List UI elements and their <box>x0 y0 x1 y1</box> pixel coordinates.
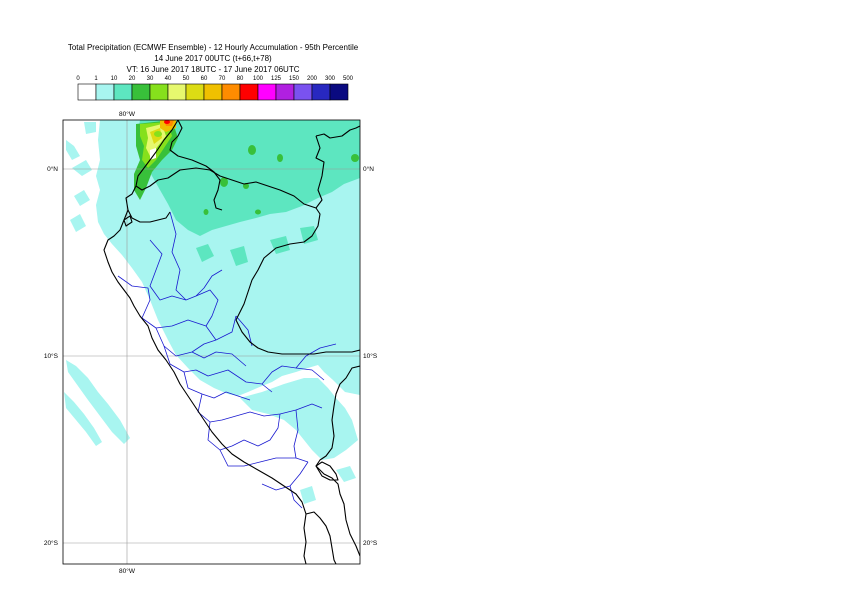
precip-patches-teal <box>196 226 318 266</box>
legend-swatch <box>329 83 349 101</box>
legend-swatch <box>221 83 241 101</box>
graticule <box>63 120 360 564</box>
map-area <box>63 120 360 564</box>
base-time: 14 June 2017 00UTC (t+66,t+78) <box>154 54 272 63</box>
legend-tick-label: 0 <box>76 76 80 82</box>
legend-tick-label: 500 <box>343 76 354 82</box>
legend-swatch <box>167 83 187 101</box>
legend-tick-label: 50 <box>183 76 190 82</box>
map-frame <box>62 119 361 565</box>
country-borders <box>103 120 360 564</box>
legend-swatch <box>149 83 169 101</box>
legend-swatch <box>275 83 295 101</box>
lat-label-right-0: 0°N <box>363 165 374 173</box>
valid-time: VT: 16 June 2017 18UTC - 17 June 2017 06… <box>126 65 300 74</box>
legend-swatch <box>239 83 259 101</box>
legend-tick-label: 300 <box>325 76 336 82</box>
precip-max-cluster <box>134 120 178 200</box>
lat-label-right-20s: 20°S <box>363 539 378 547</box>
precip-area-teal <box>136 120 360 236</box>
lon-label-top: 80°W <box>119 110 136 118</box>
legend-tick-label: 60 <box>201 76 208 82</box>
legend-tick-label: 150 <box>289 76 300 82</box>
map-title: Total Precipitation (ECMWF Ensemble) - 1… <box>67 43 359 52</box>
precipitation-legend: 0 1 10 20 30 40 50 60 70 80 100 125 150 200 300 500 <box>76 76 354 101</box>
legend-tick-label: 80 <box>237 76 244 82</box>
legend-swatch <box>113 83 133 101</box>
precip-patches-south <box>300 418 356 504</box>
precip-dots-green <box>139 145 359 215</box>
lon-label-bottom: 80°W <box>119 567 136 575</box>
legend-swatch <box>185 83 205 101</box>
admin-boundaries <box>117 211 337 509</box>
legend-swatch <box>77 83 97 101</box>
legend-tick-label: 1 <box>94 76 98 82</box>
legend-swatch <box>293 83 313 101</box>
legend-swatch <box>257 83 277 101</box>
lat-label-left-20s: 20°S <box>44 539 59 547</box>
lat-label-left-10s: 10°S <box>44 352 59 360</box>
legend-swatch <box>95 83 115 101</box>
legend-tick-label: 200 <box>307 76 318 82</box>
legend-tick-label: 125 <box>271 76 282 82</box>
legend-tick-label: 20 <box>129 76 136 82</box>
legend-tick-label: 30 <box>147 76 154 82</box>
legend-swatch <box>131 83 151 101</box>
lat-label-right-10s: 10°S <box>363 352 378 360</box>
lat-label-left-0: 0°N <box>47 165 58 173</box>
legend-tick-label: 10 <box>111 76 118 82</box>
legend-tick-label: 40 <box>165 76 172 82</box>
legend-swatch <box>311 83 331 101</box>
legend-tick-label: 100 <box>253 76 264 82</box>
precip-streaks-offshore <box>64 122 130 446</box>
legend-tick-label: 70 <box>219 76 226 82</box>
legend-swatch <box>203 83 223 101</box>
